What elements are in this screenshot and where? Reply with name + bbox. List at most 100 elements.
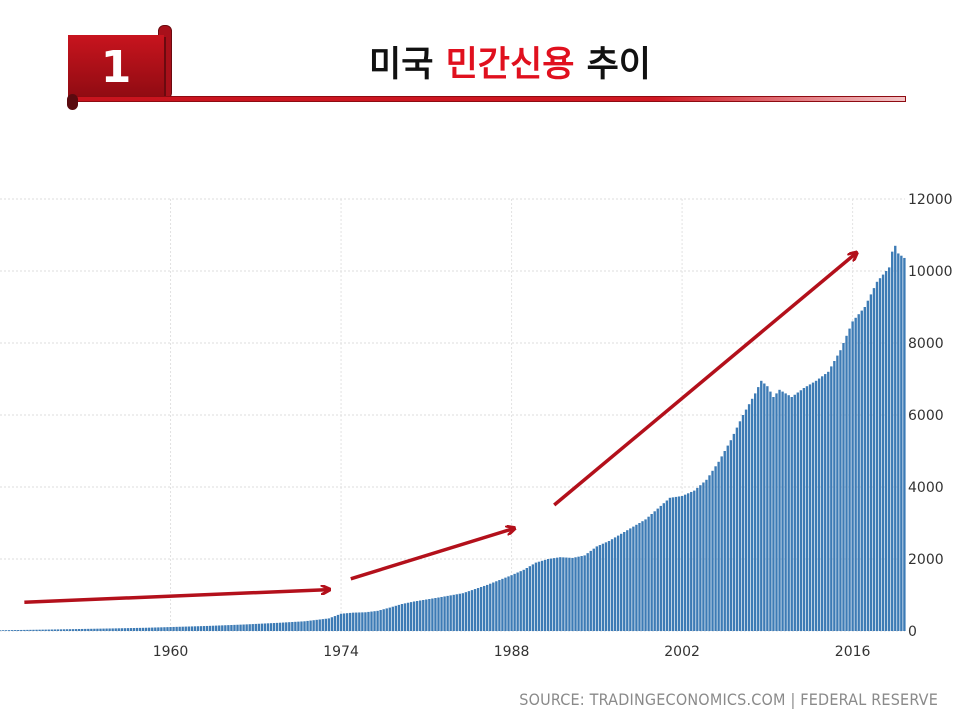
y-tick-label: 8000	[908, 336, 944, 352]
chart-bar	[486, 584, 489, 631]
chart-bar	[14, 630, 17, 631]
chart-bar	[300, 621, 303, 631]
chart-bar	[391, 606, 395, 631]
chart-bar	[157, 627, 160, 631]
chart-bar	[641, 521, 644, 631]
section-number: 1	[100, 41, 132, 93]
chart-bar	[726, 445, 729, 631]
chart-bar	[598, 545, 602, 631]
chart-bar	[199, 626, 203, 631]
chart-bar	[141, 627, 145, 631]
chart-bar	[117, 628, 120, 631]
chart-bar	[315, 619, 318, 631]
chart-bar	[784, 393, 787, 631]
chart-bar	[470, 590, 474, 631]
chart-bar	[473, 589, 477, 631]
chart-bar	[431, 598, 434, 631]
chart-bar	[875, 281, 879, 631]
chart-bar	[501, 578, 504, 631]
chart-bar	[854, 317, 857, 631]
chart-bar	[65, 629, 69, 631]
chart-bar	[263, 623, 267, 631]
x-axis-tick-labels: 1960 1974 1988 2002 2016	[153, 644, 871, 660]
chart-bar	[87, 628, 90, 631]
chart-bar	[808, 384, 812, 631]
chart-bar	[221, 625, 224, 631]
chart-bar	[385, 608, 388, 631]
chart-bar	[504, 577, 507, 631]
chart-bar	[291, 622, 294, 631]
chart-bar	[662, 503, 666, 631]
chart-bar	[0, 630, 2, 631]
y-tick-label: 12000	[908, 192, 953, 208]
chart-bar	[799, 390, 803, 631]
chart-bar	[866, 300, 870, 631]
chart-bar	[20, 629, 23, 631]
chart-bar	[683, 494, 687, 631]
chart-bar	[10, 630, 14, 631]
chart-bar	[763, 383, 766, 631]
chart-bar	[102, 628, 105, 631]
chart-bar	[224, 625, 227, 631]
chart-bar	[74, 629, 78, 631]
x-tick-label: 2016	[835, 644, 871, 660]
chart-bar	[760, 380, 763, 631]
chart-bar	[132, 628, 136, 631]
chart-bar	[546, 559, 550, 631]
chart-bar	[753, 393, 757, 631]
chart-bar	[820, 376, 824, 631]
chart-bar	[732, 433, 736, 631]
chart-bar	[690, 491, 693, 631]
chart-bar	[613, 537, 617, 631]
chart-bar	[443, 596, 446, 631]
chart-bar	[397, 604, 401, 631]
chart-bar	[242, 624, 245, 631]
chart-bar	[312, 620, 315, 631]
chart-bar	[824, 374, 827, 631]
chart-bar	[796, 392, 800, 631]
chart-bar	[352, 612, 355, 631]
chart-bar	[77, 629, 81, 631]
chart-bar	[415, 600, 419, 631]
chart-bar	[406, 602, 410, 631]
chart-bar	[571, 557, 574, 631]
chart-bar	[580, 556, 583, 631]
chart-bar	[166, 627, 169, 631]
chart-bar	[330, 617, 334, 631]
chart-bar	[355, 612, 358, 631]
chart-bar	[227, 625, 230, 631]
chart-bar	[123, 628, 127, 631]
trend-arrows	[24, 253, 856, 604]
chart-bar	[519, 571, 522, 631]
chart-bar	[897, 253, 900, 631]
chart-bar	[903, 257, 906, 631]
chart-bar	[668, 497, 672, 631]
chart-bar	[595, 546, 599, 631]
chart-bar	[239, 624, 242, 631]
chart-bar	[202, 626, 206, 631]
chart-bar	[62, 629, 66, 631]
chart-bar	[108, 628, 111, 631]
chart-bar	[367, 611, 370, 631]
chart-bar	[245, 624, 248, 631]
chart-bar	[860, 310, 863, 631]
chart-bar	[126, 628, 130, 631]
chart-bar	[629, 528, 632, 631]
chart-bar	[635, 524, 638, 631]
chart-bar	[306, 620, 309, 631]
chart-bar	[696, 487, 699, 631]
chart-bar	[382, 609, 385, 631]
chart-bar	[607, 541, 611, 631]
chart-bars	[0, 245, 906, 632]
chart-bar	[4, 630, 8, 631]
chart-bar	[364, 612, 367, 631]
chart-bar	[394, 605, 398, 631]
section-number-badge: 1	[68, 35, 164, 99]
chart-bar	[562, 557, 565, 631]
chart-bar	[513, 573, 516, 631]
banner-scroll-end	[67, 94, 78, 110]
credit-chart: 0 2000 4000 6000 8000 10000 12000 1960 1974 1988…	[0, 192, 953, 660]
chart-bar	[99, 628, 102, 631]
chart-bar	[93, 628, 96, 631]
chart-bar	[53, 629, 56, 631]
